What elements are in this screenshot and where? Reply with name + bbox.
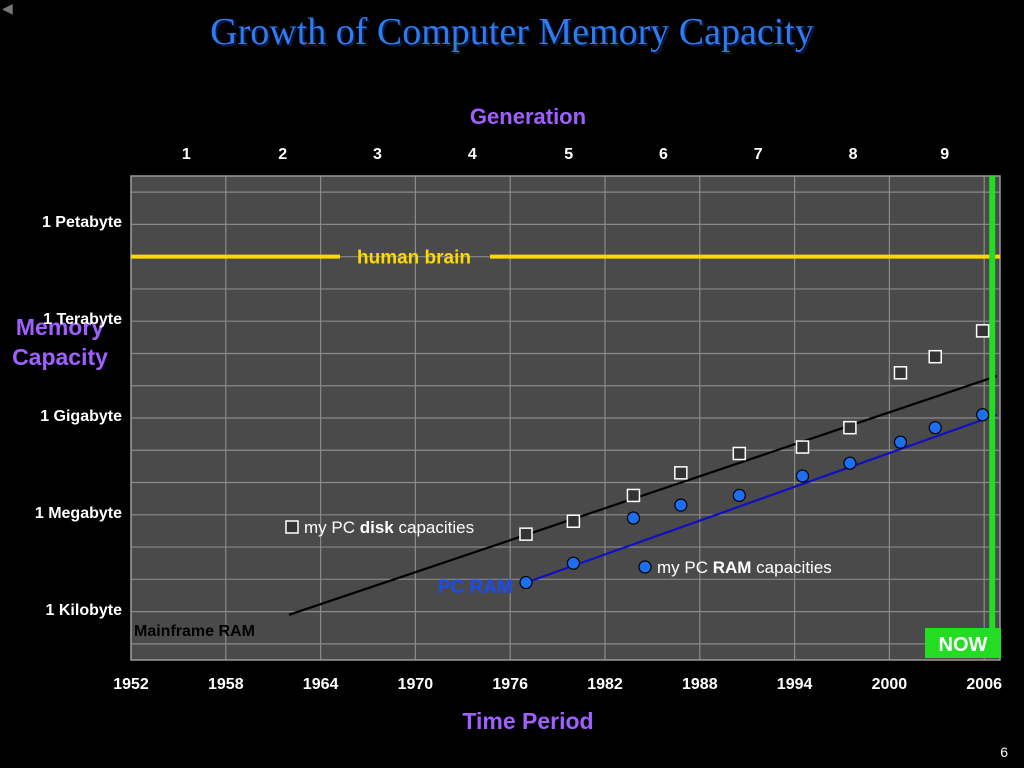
ram-capacity-point [674,498,688,512]
x-tick-label: 1988 [682,676,718,693]
ram-capacity-point [519,575,533,590]
y-tick-label: 1 Megabyte [34,504,122,522]
disk-capacity-point [674,466,688,480]
x-tick-label: 1982 [587,676,623,693]
y-axis-label: Memory Capacity [12,314,108,370]
x-tick-label: 1964 [302,676,339,693]
plot-border [130,175,1001,661]
ram-capacity-point [928,421,942,435]
ram-capacity-point [626,511,641,525]
generation-tick-label: 1 [181,146,191,163]
y-tick-label: 1 Kilobyte [45,601,122,619]
ram-capacity-point [893,435,908,449]
disk-capacity-point [566,514,581,529]
generation-tick-label: 9 [940,146,950,163]
y-tick-label: 1 Terabyte [43,311,122,329]
generation-tick-label: 7 [753,146,763,163]
y-tick-label: 1 Petabyte [41,214,122,232]
page-number: 6 [1000,744,1008,760]
x-tick-label: 1952 [113,676,149,693]
x-tick-label: 1976 [492,676,528,693]
disk-capacity-point [975,324,990,338]
disk-capacity-point [795,440,810,454]
generation-tick-label: 2 [278,146,288,163]
legend-ram-marker [638,560,652,574]
x-axis-label: Time Period [462,708,594,734]
generation-tick-label: 3 [373,146,382,163]
disk-capacity-point [928,349,942,364]
ram-capacity-point [566,556,581,570]
x-tick-label: 1970 [397,676,434,693]
legend-disk-label: my PC disk capacities [304,518,474,537]
slide-title: Growth of Computer Memory Capacity [210,11,814,53]
legend-disk-marker [285,520,299,534]
mainframe-ram-trend-line [288,375,998,616]
disk-capacity-point [519,527,533,541]
ram-capacity-point [976,408,990,422]
human-brain-label: human brain [357,248,471,269]
back-arrow-icon[interactable]: ◀ [2,0,13,16]
generation-axis-label: Generation [469,104,587,129]
legend-ram-label: my PC RAM capacities [657,558,832,577]
ram-capacity-point [795,469,810,483]
ram-capacity-point [843,456,857,470]
pc-ram-label: PC RAM [438,577,513,598]
generation-tick-label: 6 [659,146,668,163]
mainframe-ram-label: Mainframe RAM [134,623,255,640]
disk-capacity-point [843,420,857,435]
pc-ram-trend-line [525,413,998,584]
y-tick-label: 1 Gigabyte [40,408,122,425]
generation-tick-label: 8 [848,146,858,163]
now-label: NOW [939,634,988,656]
ram-capacity-point [732,488,746,503]
x-tick-label: 2006 [966,676,1002,693]
now-badge [925,628,1001,658]
disk-capacity-point [626,488,641,503]
disk-capacity-point [893,366,908,380]
disk-capacity-point [732,446,747,461]
x-tick-label: 1994 [776,676,813,693]
generation-tick-label: 5 [564,146,574,163]
generation-tick-label: 4 [467,146,477,163]
x-tick-label: 2000 [871,676,908,693]
x-tick-label: 1958 [208,676,244,693]
